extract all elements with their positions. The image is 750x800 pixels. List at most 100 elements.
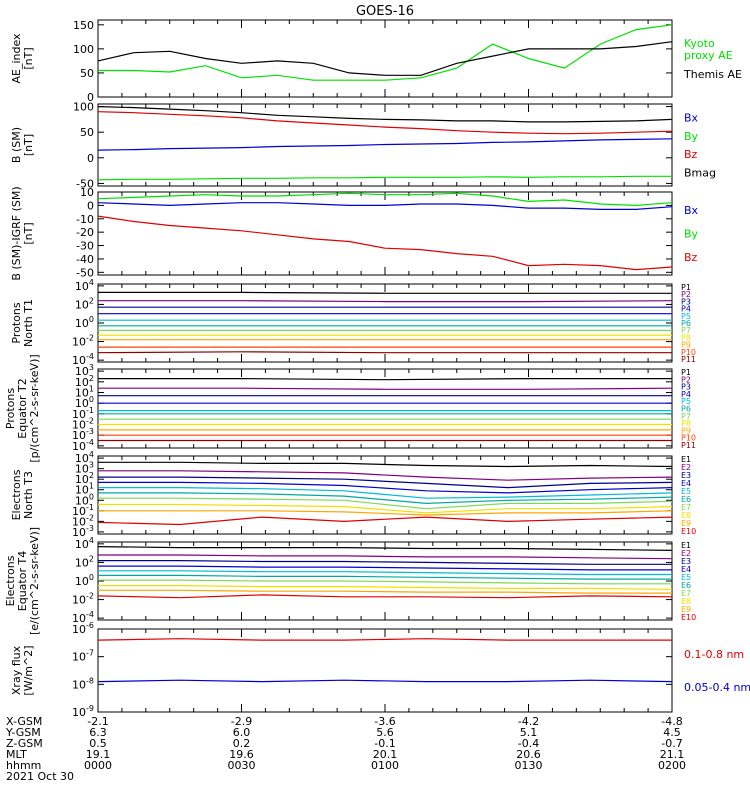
series-line-bz xyxy=(97,111,673,135)
row-value: 0.2 xyxy=(233,737,251,750)
series-line-e2 xyxy=(98,554,673,560)
y-tick-label: 50 xyxy=(80,67,94,80)
legend-label: E5 xyxy=(681,487,691,496)
y-axis-label: North T1 xyxy=(22,299,35,347)
legend-label: E4 xyxy=(681,479,691,488)
series-line-e1 xyxy=(98,461,673,468)
series-line-themis-ae xyxy=(97,41,673,76)
legend-label: E8 xyxy=(681,511,691,520)
panel-7: 10-4 10-2 100 102 104 Electrons Equator T4 [e/(… xyxy=(4,527,696,635)
y-tick-label: 10-1 xyxy=(72,406,94,421)
y-tick-label: 10-4 xyxy=(72,352,94,367)
y-tick-label: 104 xyxy=(75,536,94,551)
y-tick-label: 102 xyxy=(75,374,94,389)
y-tick-label: 50 xyxy=(80,126,94,139)
y-axis-label: [p/(cm^2-s-sr-keV)] xyxy=(28,354,41,462)
y-tick-label: 10-6 xyxy=(72,621,94,636)
legend-label: Bz xyxy=(684,251,698,264)
legend-label: P7 xyxy=(681,412,691,421)
panel-4: 10-4 10-2 100 102 104 Protons North T1 P1P2P3P4… xyxy=(10,278,696,367)
y-axis-label: B (SM) xyxy=(10,127,23,163)
y-tick-label: 103 xyxy=(75,461,94,476)
y-tick-label: 10-2 xyxy=(72,417,94,432)
y-tick-label: 101 xyxy=(75,384,94,399)
series-line-e6 xyxy=(98,574,672,580)
y-tick-label: 10-4 xyxy=(72,438,94,453)
y-tick-label: 10-3 xyxy=(72,427,94,442)
row-value: 4.5 xyxy=(663,726,681,739)
legend-label: P9 xyxy=(681,426,691,435)
y-axis-label: [nT] xyxy=(22,47,35,69)
series-line-p1 xyxy=(98,291,672,294)
y-tick-label: 150 xyxy=(73,19,94,32)
legend-label: E10 xyxy=(681,613,696,622)
y-tick-label: 100 xyxy=(75,315,94,330)
series-line-bx xyxy=(97,138,673,151)
series-line-e5 xyxy=(98,487,673,499)
legend-label: P5 xyxy=(681,312,691,321)
row-value: 0000 xyxy=(84,759,112,772)
series-line-e7 xyxy=(98,579,672,585)
y-axis-label: Equator T4 xyxy=(16,551,29,611)
legend-label: P2 xyxy=(681,290,691,299)
legend-label: By xyxy=(684,130,699,143)
row-value: 0030 xyxy=(228,759,256,772)
y-axis-label: Equator T2 xyxy=(16,378,29,438)
legend-label: P7 xyxy=(681,326,691,335)
y-tick-label: 10-2 xyxy=(72,513,94,528)
row-value: 20.1 xyxy=(373,748,398,761)
series-line-bz xyxy=(97,215,673,271)
series-line-e4 xyxy=(98,565,672,571)
legend-label: E3 xyxy=(681,557,691,566)
y-tick-label: -10 xyxy=(76,213,94,226)
legend-label: 0.05-0.4 nm xyxy=(684,681,750,694)
series-line-bx xyxy=(97,202,673,210)
series-line-e3 xyxy=(98,476,673,489)
y-tick-label: 10-4 xyxy=(72,610,94,625)
y-tick-label: 102 xyxy=(75,296,94,311)
y-tick-label: 10-1 xyxy=(72,503,94,518)
row-value: 19.6 xyxy=(229,748,254,761)
series-line-e9 xyxy=(98,510,673,516)
legend-label: E2 xyxy=(681,463,691,472)
row-value: 0.5 xyxy=(89,737,107,750)
plot-title: GOES-16 xyxy=(356,4,414,19)
y-tick-label: 103 xyxy=(75,363,94,378)
row-value: 5.6 xyxy=(376,726,394,739)
series-line-by xyxy=(97,192,673,207)
series-line-e8 xyxy=(98,503,673,514)
y-tick-label: -30 xyxy=(76,240,94,253)
y-axis-label: North T3 xyxy=(22,471,35,519)
y-tick-label: 10-7 xyxy=(72,649,94,664)
legend-label: proxy AE xyxy=(684,49,733,62)
legend-label: P9 xyxy=(681,341,691,350)
row-value: -4.2 xyxy=(518,715,539,728)
row-value: -2.1 xyxy=(87,715,108,728)
legend-label: E8 xyxy=(681,597,691,606)
legend-label: E1 xyxy=(681,455,691,464)
y-tick-label: 10-2 xyxy=(72,334,94,349)
legend-label: E3 xyxy=(681,471,691,480)
panel-frame xyxy=(97,628,673,713)
legend-label: E5 xyxy=(681,573,691,582)
row-value: 19.1 xyxy=(86,748,111,761)
row-value: -0.7 xyxy=(661,737,682,750)
y-tick-label: -20 xyxy=(76,226,94,239)
y-tick-label: -40 xyxy=(76,253,94,266)
row-value: -3.6 xyxy=(374,715,395,728)
y-tick-label: 102 xyxy=(75,554,94,569)
series-line-e2 xyxy=(98,470,673,481)
series-line-0-05-0-4-nm xyxy=(97,679,673,683)
y-tick-label: -50 xyxy=(76,177,94,190)
series-line-p2 xyxy=(98,387,673,390)
legend-label: P3 xyxy=(681,383,691,392)
legend-label: P5 xyxy=(681,397,691,406)
legend-label: Themis AE xyxy=(683,68,742,81)
series-line-e6 xyxy=(98,492,673,505)
y-axis-label: AE_index xyxy=(10,33,23,84)
row-value: 20.6 xyxy=(516,748,541,761)
legend-label: E6 xyxy=(681,495,691,504)
